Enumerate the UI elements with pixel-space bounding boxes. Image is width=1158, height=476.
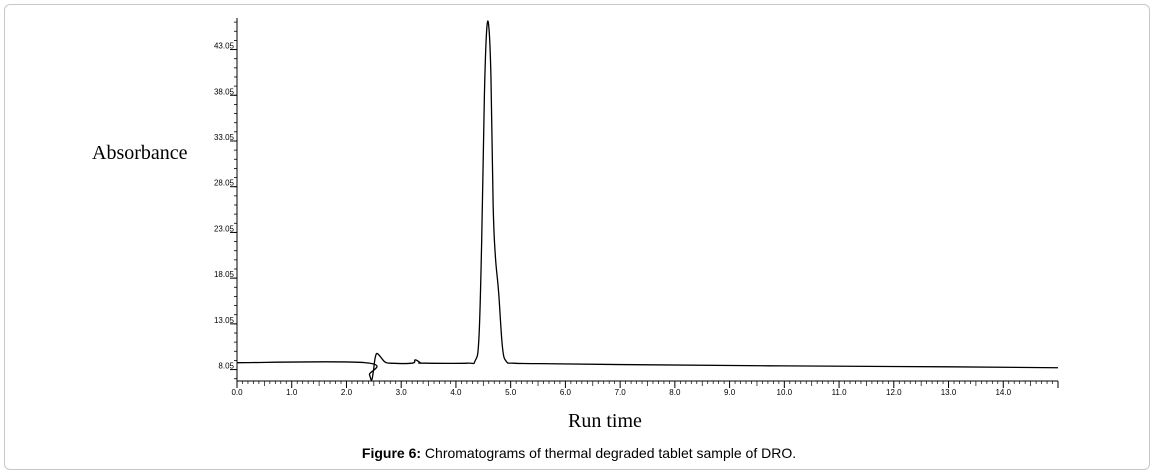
y-tick-label: 18.05 bbox=[214, 270, 235, 279]
x-tick-label: 1.0 bbox=[286, 388, 298, 397]
x-tick-label: 13.0 bbox=[941, 388, 957, 397]
figure-frame bbox=[4, 4, 1150, 470]
x-tick-label: 0.0 bbox=[231, 388, 243, 397]
x-tick-label: 10.0 bbox=[777, 388, 793, 397]
y-tick-label: 28.05 bbox=[214, 179, 235, 188]
y-tick-label: 38.05 bbox=[214, 87, 235, 96]
x-tick-label: 3.0 bbox=[396, 388, 408, 397]
y-tick-label: 43.05 bbox=[214, 42, 235, 51]
axes bbox=[236, 18, 1058, 382]
x-tick-label: 9.0 bbox=[724, 388, 736, 397]
caption-label: Figure 6: bbox=[361, 445, 422, 461]
ticks: 8.05 13.05 18.05 23.05 28.05 33.05 38.05 43.05 0… bbox=[214, 21, 1059, 397]
caption-text: Chromatograms of thermal degraded tablet… bbox=[421, 445, 797, 461]
x-tick-label: 12.0 bbox=[886, 388, 902, 397]
y-tick-label: 23.05 bbox=[214, 224, 235, 233]
chromatogram-trace bbox=[236, 20, 1059, 381]
x-tick-label: 11.0 bbox=[832, 388, 848, 397]
x-tick-label: 14.0 bbox=[995, 388, 1011, 397]
y-tick-label: 8.05 bbox=[218, 362, 234, 371]
x-tick-label: 7.0 bbox=[615, 388, 627, 397]
x-tick-label: 2.0 bbox=[341, 388, 353, 397]
x-tick-label: 8.0 bbox=[669, 388, 681, 397]
figure-caption: Figure 6: Chromatograms of thermal degra… bbox=[0, 445, 1158, 461]
x-axis-label: Run time bbox=[568, 410, 642, 432]
chromatogram-chart: 8.05 13.05 18.05 23.05 28.05 33.05 38.05 43.05 0… bbox=[214, 18, 1059, 397]
x-tick-label: 6.0 bbox=[560, 388, 572, 397]
x-tick-label: 4.0 bbox=[450, 388, 462, 397]
y-axis-label: Absorbance bbox=[92, 142, 188, 164]
y-tick-label: 33.05 bbox=[214, 133, 235, 142]
x-tick-label: 5.0 bbox=[505, 388, 517, 397]
y-tick-label: 13.05 bbox=[214, 316, 235, 325]
